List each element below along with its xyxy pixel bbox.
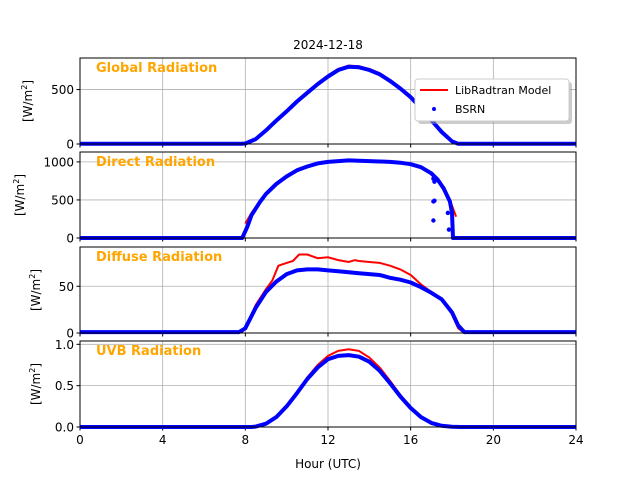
y-tick-label: 0: [66, 327, 74, 341]
y-tick-label: 0: [66, 138, 74, 152]
bsrn-series-points: [80, 353, 576, 429]
panel-frame: [79, 57, 577, 145]
panel-title: Direct Radiation: [96, 155, 215, 170]
legend-bsrn-label: BSRN: [455, 103, 485, 116]
panel-frame: [79, 340, 577, 428]
bsrn-point: [445, 210, 451, 216]
panel-title: Diffuse Radiation: [96, 250, 222, 265]
panel-frame: [79, 246, 577, 334]
y-axis-label: [W/m2]: [12, 174, 27, 216]
panel-title: Global Radiation: [96, 61, 217, 76]
legend-bsrn-swatch: [432, 107, 436, 111]
bsrn-point: [432, 198, 437, 203]
panel-uvb-radiation: 0 4 8 12 16 20 24 0.0 0.5 1.0 UVB Radiation [W/m2]: [28, 338, 584, 447]
y-tick-label: 1000: [43, 155, 74, 169]
bsrn-series-points: [80, 267, 576, 335]
y-tick-label: 1.0: [55, 338, 74, 352]
x-tick-label: 0: [76, 433, 84, 447]
chart-title: 2024-12-18: [293, 38, 363, 52]
x-tick-label: 20: [486, 433, 501, 447]
y-tick-label: 50: [59, 280, 74, 294]
y-axis-label: [W/m2]: [20, 80, 35, 122]
y-axis-label: [W/m2]: [28, 269, 43, 311]
y-tick-label: 500: [51, 193, 74, 207]
bsrn-point: [431, 218, 436, 223]
panel-diffuse-radiation: 0 50 Diffuse Radiation [W/m2]: [28, 246, 577, 341]
x-tick-label: 24: [568, 433, 583, 447]
bsrn-series-points: [80, 158, 576, 240]
y-tick-label: 0.0: [55, 421, 74, 435]
bsrn-point: [432, 179, 437, 184]
x-tick-label: 16: [403, 433, 418, 447]
y-tick-label: 0.5: [55, 379, 74, 393]
legend: LibRadtran Model BSRN: [414, 78, 572, 124]
panel-frame: [79, 151, 577, 239]
x-tick-label: 8: [242, 433, 250, 447]
y-axis-label: [W/m2]: [28, 363, 43, 405]
x-axis-label: Hour (UTC): [295, 457, 361, 471]
x-tick-label: 12: [320, 433, 335, 447]
x-tick-label: 4: [159, 433, 167, 447]
y-tick-label: 0: [66, 232, 74, 246]
bsrn-point: [446, 227, 452, 232]
panel-direct-radiation: 0 500 1000 Direct Radiation [W/m2]: [12, 151, 577, 246]
legend-model-label: LibRadtran Model: [455, 84, 551, 97]
model-series-line: [255, 348, 459, 428]
y-tick-label: 500: [51, 83, 74, 97]
panel-title: UVB Radiation: [96, 344, 201, 359]
